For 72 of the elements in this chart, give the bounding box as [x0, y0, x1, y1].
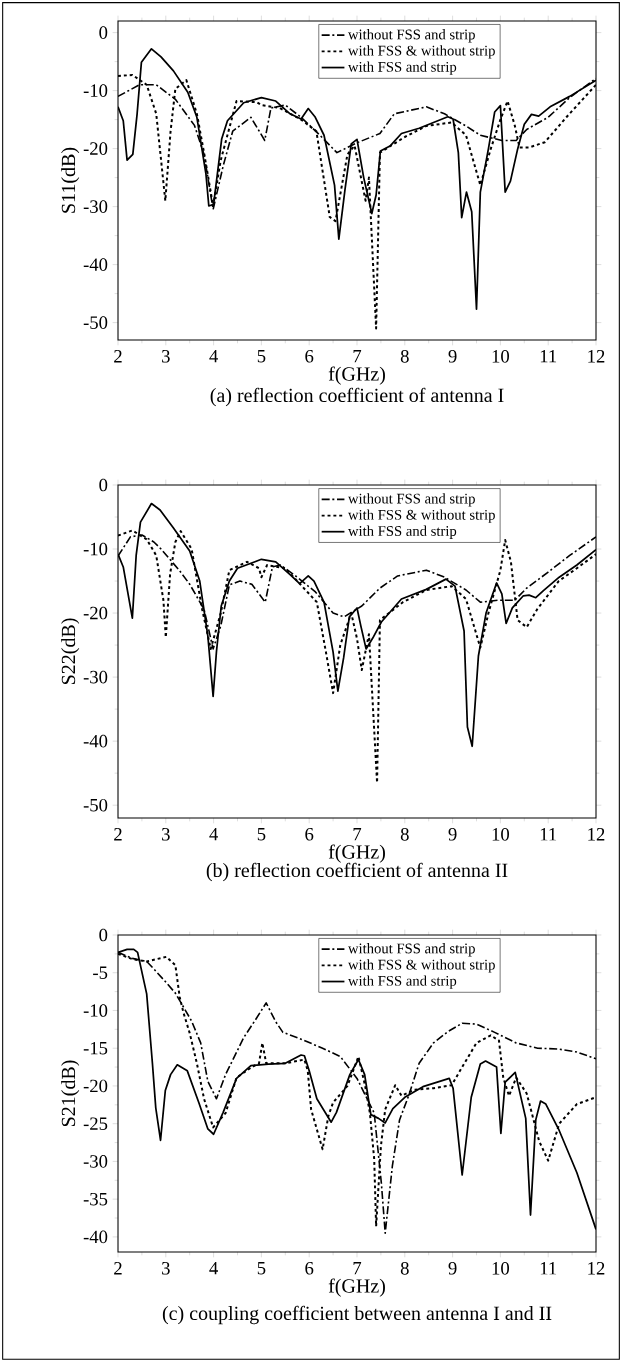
x-tick-label: 5 [257, 1262, 266, 1275]
legend-label: without FSS and strip [347, 29, 475, 43]
x-tick-label: 5 [257, 350, 266, 363]
x-axis-title: f(GHz) [328, 1278, 385, 1297]
x-tick-label: 9 [448, 350, 457, 363]
x-tick-label: 2 [114, 350, 122, 363]
y-tick-label: -30 [83, 1155, 108, 1168]
y-tick-label: -50 [83, 798, 108, 812]
x-tick-label: 10 [492, 828, 510, 841]
x-axis-title: f(GHz) [328, 366, 385, 385]
x-tick-label: 12 [588, 1262, 605, 1275]
legend-label: with FSS & without strip [347, 45, 495, 59]
x-tick-label: 2 [114, 828, 122, 841]
x-tick-label: 10 [492, 1262, 510, 1275]
x-tick-label: 6 [305, 350, 314, 363]
y-tick-label: -35 [83, 1192, 108, 1206]
x-tick-label: 4 [209, 350, 218, 363]
x-axis-title: f(GHz) [328, 844, 385, 863]
x-tick-label: 7 [353, 828, 362, 841]
y-axis-title: S21(dB) [61, 1060, 80, 1127]
text: (c) coupling coefficient between antenna I and II [162, 1305, 552, 1325]
legend-label: without FSS and strip [347, 943, 475, 957]
x-tick-label: 8 [400, 828, 409, 841]
legend-label: with FSS and strip [347, 525, 457, 539]
y-tick-label: -40 [83, 734, 108, 748]
x-tick-label: 9 [448, 1262, 457, 1275]
legend-label: with FSS & without strip [347, 509, 495, 523]
y-tick-label: -20 [83, 1079, 108, 1093]
x-tick-label: 8 [400, 350, 409, 363]
x-tick-label: 3 [162, 350, 170, 363]
legend-label: without FSS and strip [347, 493, 475, 507]
y-tick-label: -10 [83, 1004, 108, 1017]
x-tick-label: 12 [588, 828, 605, 841]
x-tick-label: 4 [209, 1262, 218, 1275]
y-tick-label: -10 [83, 84, 108, 97]
x-tick-label: 3 [162, 828, 170, 841]
y-tick-label: -15 [83, 1041, 108, 1055]
y-tick-label: -30 [83, 200, 108, 213]
y-tick-label: -40 [83, 1230, 108, 1244]
legend-label: with FSS and strip [347, 61, 457, 75]
y-tick-label: -5 [93, 966, 108, 979]
text: (a) reflection coefficient of antenna I [210, 387, 504, 407]
x-tick-label: 3 [162, 1262, 170, 1275]
x-tick-label: 5 [257, 828, 266, 841]
y-tick-label: -30 [83, 670, 108, 684]
x-tick-label: 8 [400, 1262, 409, 1275]
legend-label: with FSS & without strip [347, 959, 495, 973]
y-tick-label: 0 [99, 928, 108, 942]
x-tick-label: 12 [588, 350, 605, 363]
y-tick-label: -20 [83, 606, 108, 620]
x-tick-label: 6 [305, 1262, 314, 1275]
x-tick-label: 7 [353, 1262, 362, 1275]
x-tick-label: 11 [540, 1262, 557, 1275]
x-tick-label: 9 [448, 828, 457, 841]
y-tick-label: 0 [99, 26, 108, 39]
y-tick-label: 0 [99, 478, 108, 492]
x-tick-label: 4 [209, 828, 218, 841]
y-tick-label: -50 [83, 316, 108, 329]
x-tick-label: 7 [353, 350, 362, 363]
y-tick-label: -40 [83, 258, 108, 271]
y-tick-label: -20 [83, 142, 108, 155]
y-axis-title: S22(dB) [61, 618, 80, 685]
y-axis-title: S11(dB) [61, 147, 80, 213]
x-tick-label: 11 [540, 350, 557, 363]
y-tick-label: -25 [83, 1117, 108, 1130]
y-tick-label: -10 [83, 542, 108, 556]
x-tick-label: 6 [305, 828, 314, 841]
x-tick-label: 11 [540, 828, 557, 841]
x-tick-label: 10 [492, 350, 510, 363]
text: (b) reflection coefficient of antenna II [206, 862, 508, 882]
legend-label: with FSS and strip [347, 975, 457, 989]
x-tick-label: 2 [114, 1262, 122, 1275]
